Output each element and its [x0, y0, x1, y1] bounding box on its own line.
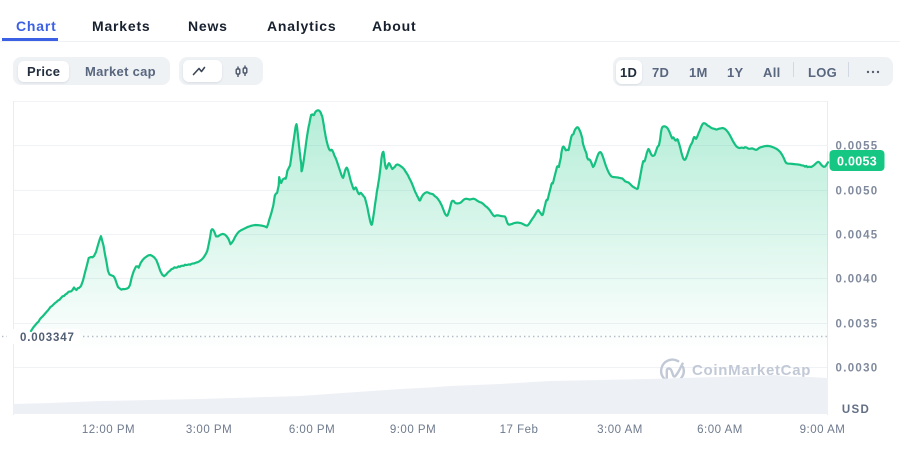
svg-text:0.0050: 0.0050: [836, 186, 879, 198]
svg-text:0.0053: 0.0053: [837, 155, 877, 169]
svg-text:0.0030: 0.0030: [836, 363, 879, 375]
svg-text:6:00 AM: 6:00 AM: [697, 424, 743, 436]
svg-text:3:00 AM: 3:00 AM: [597, 424, 643, 436]
svg-text:0.0045: 0.0045: [836, 230, 879, 242]
svg-text:9:00 PM: 9:00 PM: [390, 424, 436, 436]
svg-text:USD: USD: [842, 404, 870, 416]
svg-text:17 Feb: 17 Feb: [500, 424, 539, 436]
svg-text:6:00 PM: 6:00 PM: [289, 424, 335, 436]
svg-text:0.0035: 0.0035: [836, 319, 879, 331]
svg-text:0.003347: 0.003347: [20, 332, 75, 344]
svg-text:3:00 PM: 3:00 PM: [186, 424, 232, 436]
svg-text:CoinMarketCap: CoinMarketCap: [692, 362, 811, 379]
svg-text:9:00 AM: 9:00 AM: [800, 424, 846, 436]
svg-text:12:00 PM: 12:00 PM: [82, 424, 135, 436]
svg-text:0.0055: 0.0055: [836, 141, 879, 153]
svg-text:0.0040: 0.0040: [836, 274, 879, 286]
